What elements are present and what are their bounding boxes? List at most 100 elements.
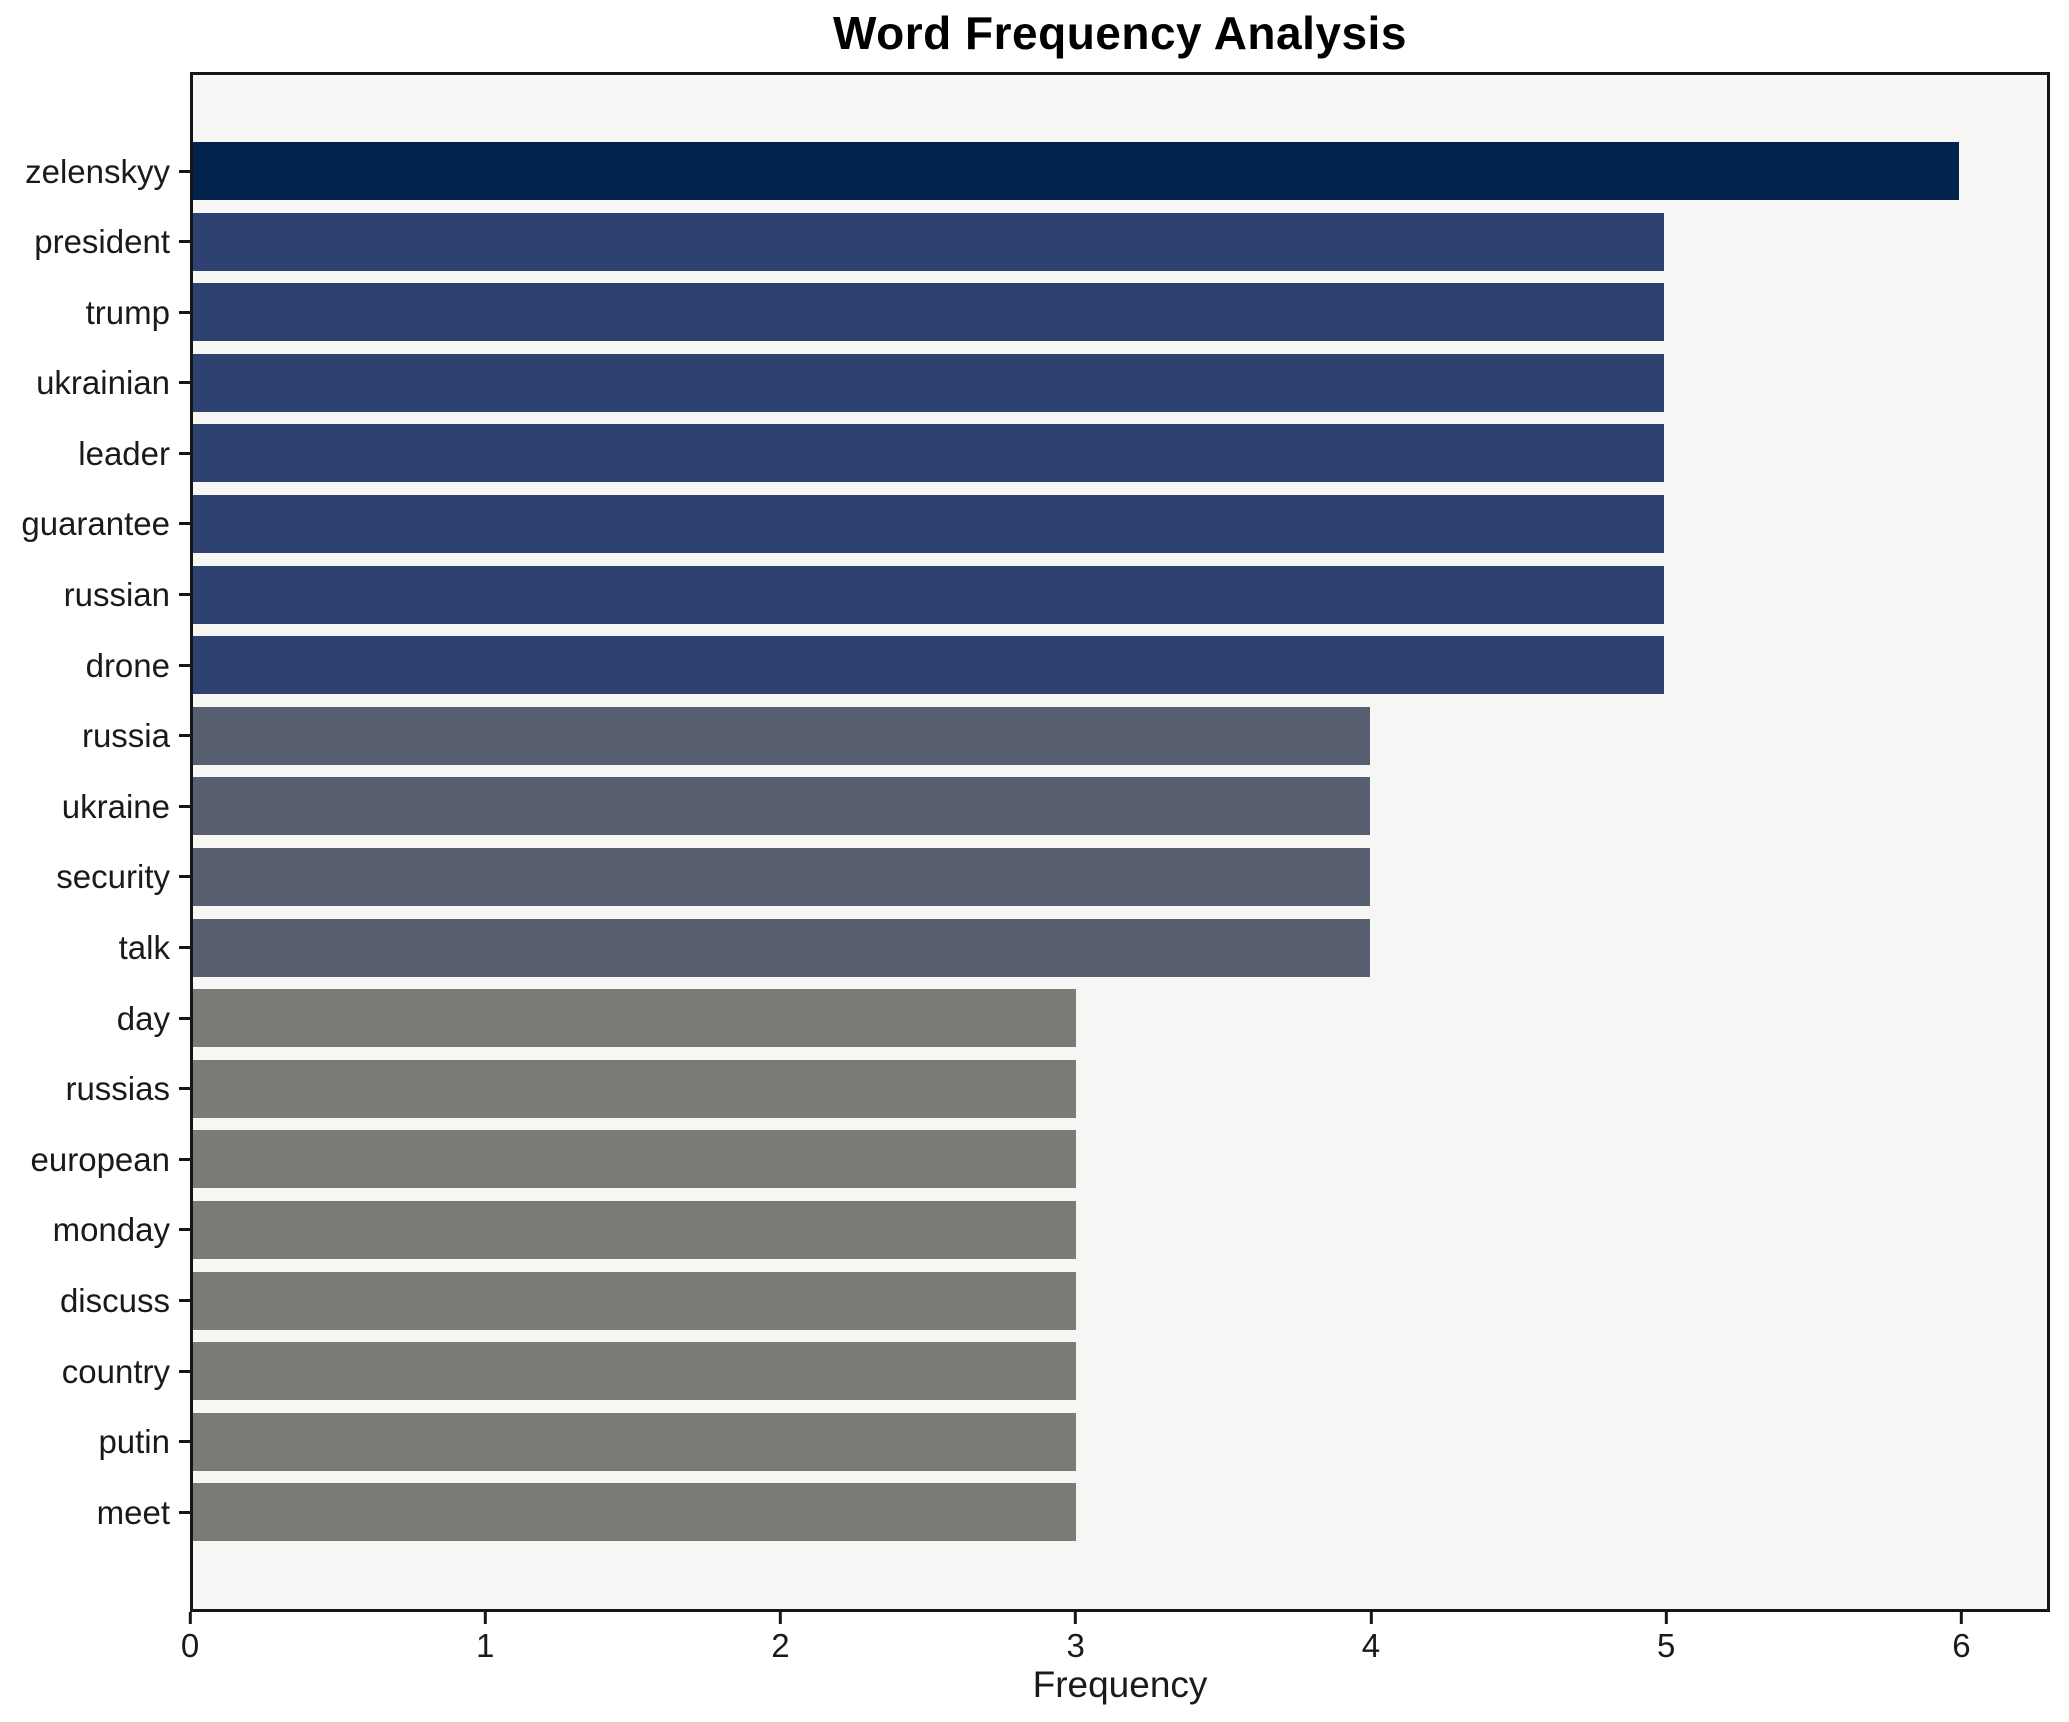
bar-ukrainian bbox=[193, 353, 1665, 412]
y-axis: zelenskyy president trump ukrainian leader gu… bbox=[0, 72, 190, 1612]
y-tick-mark bbox=[179, 1299, 190, 1302]
y-tick-mark bbox=[179, 1157, 190, 1161]
y-tick-label-country: country bbox=[61, 1352, 170, 1390]
bar-row-guarantee bbox=[193, 494, 2047, 553]
bars-container bbox=[193, 75, 2047, 1609]
bar-row-talk bbox=[193, 918, 2047, 977]
plot-area bbox=[190, 72, 2050, 1612]
y-tick-mark bbox=[179, 310, 190, 314]
bar-president bbox=[193, 212, 1665, 271]
y-tick-label-drone: drone bbox=[85, 646, 170, 684]
bar-european bbox=[193, 1130, 1076, 1189]
bar-row-russian bbox=[193, 565, 2047, 624]
bar-row-day bbox=[193, 989, 2047, 1048]
x-tick-label-0: 0 bbox=[180, 1627, 200, 1664]
y-tick-label-guarantee: guarantee bbox=[21, 505, 170, 543]
bar-talk bbox=[193, 918, 1371, 977]
bar-row-security bbox=[193, 847, 2047, 906]
bar-ukraine bbox=[193, 777, 1371, 836]
y-tick-row-country: country bbox=[0, 1342, 190, 1400]
x-tick-4: 4 bbox=[1362, 1612, 1380, 1662]
y-tick-label-russia: russia bbox=[81, 717, 170, 755]
y-tick-mark bbox=[179, 1016, 190, 1020]
y-tick-label-putin: putin bbox=[98, 1423, 170, 1461]
y-tick-label-meet: meet bbox=[96, 1493, 170, 1531]
y-tick-label-zelenskyy: zelenskyy bbox=[25, 152, 170, 190]
y-tick-row-meet: meet bbox=[0, 1483, 190, 1541]
y-tick-mark bbox=[179, 451, 190, 455]
bar-discuss bbox=[193, 1271, 1076, 1330]
y-tick-label-european: european bbox=[30, 1140, 170, 1178]
bar-row-zelenskyy bbox=[193, 142, 2047, 200]
y-tick-row-zelenskyy: zelenskyy bbox=[0, 142, 190, 200]
bar-day bbox=[193, 989, 1076, 1048]
y-tick-row-russian: russian bbox=[0, 566, 190, 624]
bar-row-ukrainian bbox=[193, 353, 2047, 412]
y-tick-mark bbox=[179, 804, 190, 808]
bar-row-european bbox=[193, 1130, 2047, 1189]
y-tick-label-day: day bbox=[116, 999, 170, 1037]
x-tick-mark bbox=[778, 1612, 782, 1624]
y-tick-row-discuss: discuss bbox=[0, 1272, 190, 1330]
y-tick-label-russias: russias bbox=[65, 1070, 170, 1108]
y-tick-row-putin: putin bbox=[0, 1413, 190, 1471]
bar-russias bbox=[193, 1059, 1076, 1118]
y-tick-label-russian: russian bbox=[63, 576, 170, 614]
bar-security bbox=[193, 847, 1371, 906]
x-tick-label-6: 6 bbox=[1952, 1627, 1971, 1664]
bar-row-leader bbox=[193, 424, 2047, 483]
x-tick-1: 1 bbox=[476, 1612, 494, 1662]
y-tick-label-president: president bbox=[34, 223, 170, 261]
x-axis-label: Frequency bbox=[1032, 1664, 1208, 1705]
y-tick-label-monday: monday bbox=[52, 1211, 170, 1249]
y-tick-mark bbox=[179, 240, 190, 244]
y-tick-label-leader: leader bbox=[78, 434, 170, 472]
bar-guarantee bbox=[193, 494, 1665, 553]
y-tick-mark bbox=[179, 875, 190, 879]
y-tick-mark bbox=[179, 1369, 190, 1373]
y-tick-mark bbox=[179, 381, 190, 385]
bar-row-president bbox=[193, 212, 2047, 271]
y-tick-row-monday: monday bbox=[0, 1201, 190, 1259]
y-tick-row-ukraine: ukraine bbox=[0, 777, 190, 835]
y-tick-label-ukraine: ukraine bbox=[61, 787, 170, 825]
y-tick-row-talk: talk bbox=[0, 919, 190, 977]
bar-leader bbox=[193, 424, 1665, 483]
x-tick-0: 0 bbox=[181, 1612, 199, 1662]
y-tick-row-trump: trump bbox=[0, 283, 190, 341]
x-tick-label-2: 2 bbox=[771, 1627, 790, 1664]
bar-row-drone bbox=[193, 636, 2047, 695]
x-tick-label-3: 3 bbox=[1066, 1627, 1085, 1664]
bar-row-country bbox=[193, 1342, 2047, 1401]
y-tick-mark bbox=[179, 522, 190, 526]
y-tick-label-ukrainian: ukrainian bbox=[36, 364, 170, 402]
y-tick-mark bbox=[179, 169, 190, 173]
bar-row-ukraine bbox=[193, 777, 2047, 836]
y-tick-row-ukrainian: ukrainian bbox=[0, 354, 190, 412]
y-tick-label-security: security bbox=[56, 858, 170, 896]
x-tick-label-4: 4 bbox=[1361, 1627, 1381, 1664]
x-tick-mark bbox=[1369, 1612, 1373, 1624]
x-axis: 0 1 2 3 4 5 6 bbox=[181, 1612, 2050, 1687]
bar-meet bbox=[193, 1483, 1076, 1542]
y-tick-row-day: day bbox=[0, 989, 190, 1047]
x-tick-label-5: 5 bbox=[1657, 1627, 1676, 1664]
y-tick-row-russia: russia bbox=[0, 707, 190, 765]
bar-row-russia bbox=[193, 706, 2047, 765]
bar-putin bbox=[193, 1412, 1076, 1471]
bar-row-trump bbox=[193, 283, 2047, 342]
x-tick-2: 2 bbox=[771, 1612, 790, 1664]
y-tick-label-talk: talk bbox=[118, 929, 170, 967]
bar-russia bbox=[193, 706, 1371, 765]
bar-drone bbox=[193, 636, 1665, 695]
bar-row-russias bbox=[193, 1059, 2047, 1118]
x-tick-6: 6 bbox=[1952, 1612, 1971, 1664]
x-tick-mark bbox=[483, 1612, 487, 1624]
y-tick-mark bbox=[179, 734, 190, 738]
chart-title: Word Frequency Analysis bbox=[833, 7, 1407, 59]
y-tick-row-leader: leader bbox=[0, 424, 190, 482]
y-tick-row-guarantee: guarantee bbox=[0, 495, 190, 553]
bar-row-monday bbox=[193, 1200, 2047, 1259]
x-tick-5: 5 bbox=[1657, 1612, 1675, 1662]
